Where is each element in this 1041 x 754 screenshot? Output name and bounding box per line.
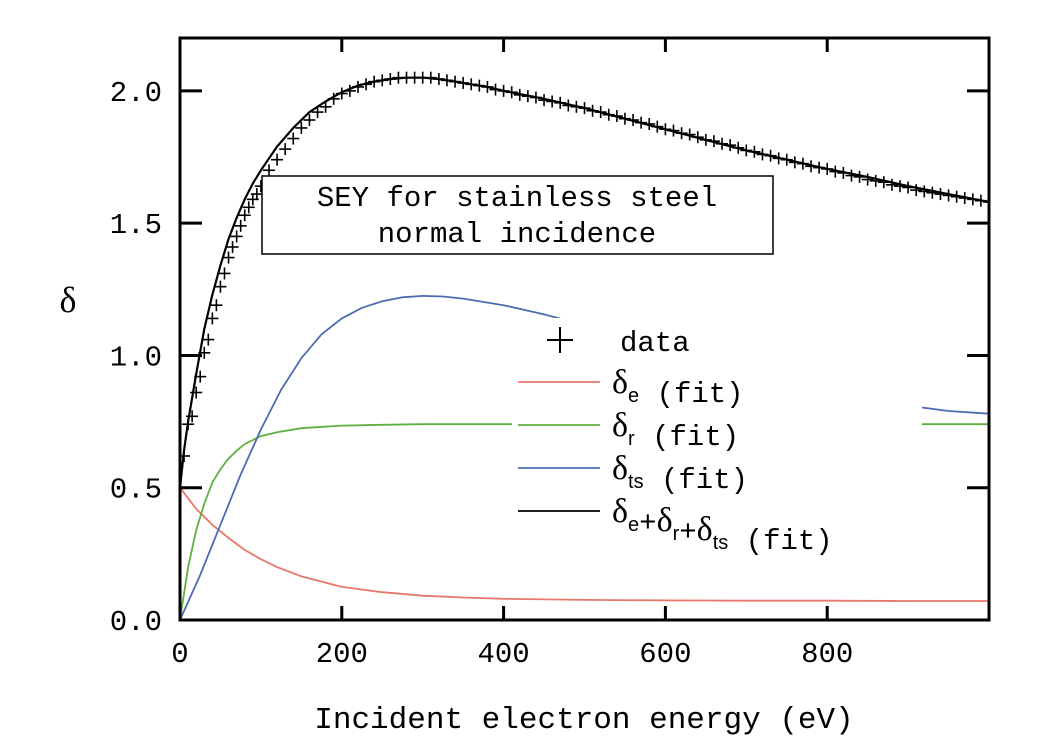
legend-label: δts (fit) (612, 450, 748, 497)
data-point (210, 299, 223, 312)
legend-label: δe+δr+δts (fit) (612, 493, 833, 558)
data-point (271, 153, 284, 166)
series-line-total (180, 76, 989, 488)
x-tick-label: 800 (801, 638, 853, 671)
x-tick-label: 200 (316, 638, 368, 671)
legend-item-delta_e: δe (fit) (518, 364, 744, 411)
data-point (918, 185, 931, 198)
data-point (262, 164, 275, 177)
data-point (234, 219, 247, 232)
y-tick-label: 1.5 (110, 209, 162, 242)
title-line-2: normal incidence (378, 218, 656, 251)
title-box: SEY for stainless steel normal incidence (261, 175, 774, 255)
legend-item-total: δe+δr+δts (fit) (518, 493, 833, 558)
y-tick-label: 0.0 (110, 606, 162, 639)
y-tick-label: 2.0 (110, 77, 162, 110)
title-line-1: SEY for stainless steel (317, 182, 717, 215)
data-point (226, 240, 239, 253)
data-point (303, 114, 316, 127)
data-point (238, 209, 251, 222)
x-axis-title: Incident electron energy (eV) (314, 703, 854, 738)
data-point (202, 333, 215, 346)
data-point (279, 143, 292, 156)
data-point (242, 201, 255, 214)
legend-item-delta_ts: δts (fit) (518, 450, 748, 497)
data-point (910, 184, 923, 197)
x-tick-label: 0 (171, 638, 188, 671)
legend-label: δe (fit) (612, 364, 744, 411)
data-point (222, 251, 235, 264)
data-point (861, 173, 874, 186)
data-point (869, 174, 882, 187)
data-point (885, 178, 898, 191)
title-box-frame (261, 175, 774, 255)
series-layer (180, 71, 989, 620)
legend-item-delta_r: δr (fit) (518, 407, 739, 454)
data-point (287, 132, 300, 145)
y-tick-label: 1.0 (110, 341, 162, 374)
data-point (206, 312, 219, 325)
legend-label: δr (fit) (612, 407, 739, 454)
data-point (295, 121, 308, 134)
data-point (214, 280, 227, 293)
legend: data δe (fit)δr (fit)δts (fit)δe+δr+δts (… (512, 318, 922, 558)
series-line-delta_e (180, 487, 989, 602)
legend-label: data (620, 327, 690, 360)
legend-item-data: data (547, 327, 690, 360)
x-tick-label: 600 (639, 638, 691, 671)
plot-frame (178, 36, 991, 622)
data-point (218, 267, 231, 280)
data-point (230, 230, 243, 243)
x-tick-label: 400 (477, 638, 529, 671)
ticks-layer: 0 200 400 600 800 0.0 0.5 1.0 1.5 2.0 (110, 38, 989, 671)
y-axis-title: δ (60, 280, 77, 320)
y-tick-label: 0.5 (110, 474, 162, 507)
data-point (250, 188, 263, 201)
